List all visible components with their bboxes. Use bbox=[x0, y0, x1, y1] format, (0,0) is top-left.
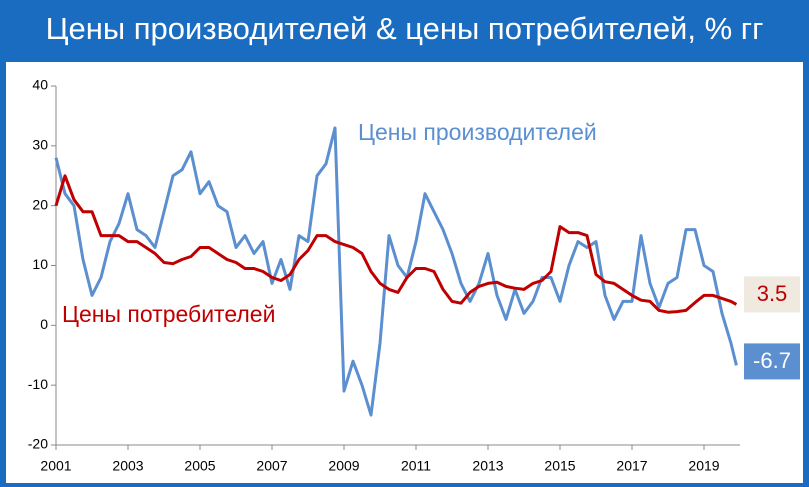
end-label-box bbox=[744, 276, 800, 313]
y-tick-label: 20 bbox=[32, 196, 48, 212]
y-tick-label: 0 bbox=[40, 316, 48, 332]
chart: -20 -10 0 10 20 30 40 2001 2003 2005 2007 2009 2011 2… bbox=[6, 62, 803, 483]
x-tick-label: 2013 bbox=[472, 458, 503, 474]
series-label: Цены производителей bbox=[358, 119, 597, 145]
line-series bbox=[54, 126, 738, 417]
x-tick-label: 2001 bbox=[40, 458, 71, 474]
x-tick-label: 2019 bbox=[688, 458, 719, 474]
x-tick-label: 2009 bbox=[328, 458, 359, 474]
line-series bbox=[54, 174, 738, 314]
x-tick-label: 2017 bbox=[616, 458, 647, 474]
y-tick-label: -20 bbox=[28, 436, 48, 452]
y-tick-label: -10 bbox=[28, 376, 48, 392]
x-tick-label: 2005 bbox=[184, 458, 215, 474]
series-label: Цены потребителей bbox=[62, 301, 275, 327]
chart-title: Цены производителей & цены потребителей,… bbox=[45, 11, 764, 46]
title-bar: Цены производителей & цены потребителей,… bbox=[0, 0, 809, 58]
y-tick-label: 30 bbox=[32, 137, 48, 153]
x-tick-label: 2011 bbox=[401, 458, 431, 474]
x-tick-label: 2003 bbox=[112, 458, 143, 474]
x-tick-label: 2015 bbox=[544, 458, 575, 474]
y-tick-label: 40 bbox=[32, 77, 48, 93]
x-tick-label: 2007 bbox=[256, 458, 287, 474]
y-tick-label: 10 bbox=[32, 256, 48, 272]
end-label-box bbox=[744, 343, 800, 380]
end-label: -6.7 bbox=[753, 348, 791, 373]
end-label: 3.5 bbox=[757, 281, 788, 306]
